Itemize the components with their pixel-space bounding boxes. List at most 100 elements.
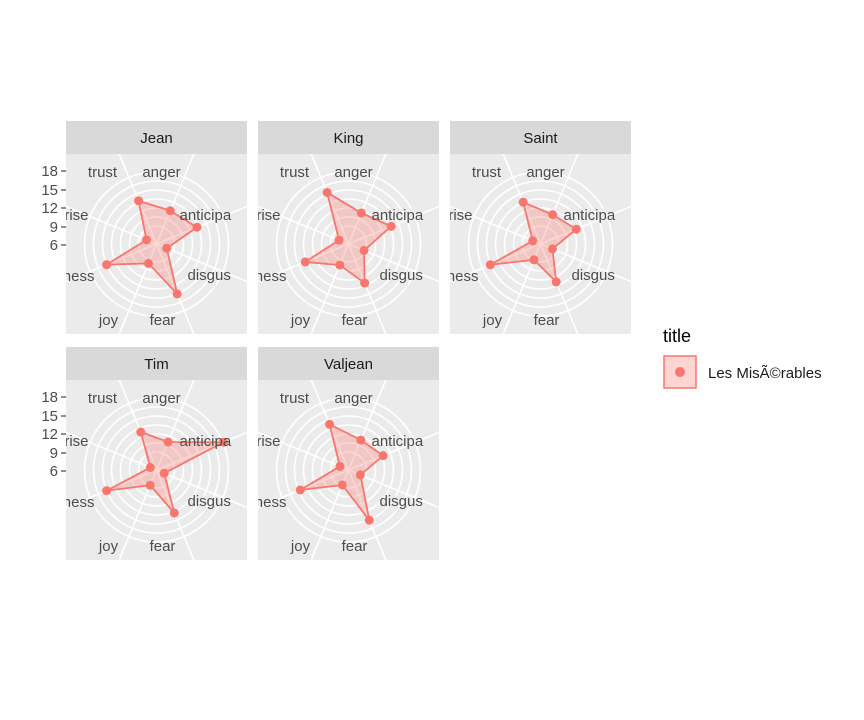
radial-gridline <box>137 451 176 489</box>
facet-strip <box>450 121 631 154</box>
radial-gridline <box>302 198 395 290</box>
data-point-sadness <box>485 260 495 270</box>
angular-gridline <box>310 469 350 560</box>
angular-gridline <box>155 380 195 471</box>
radial-gridline <box>119 207 194 281</box>
axis-label-fear: fear <box>342 312 368 329</box>
axis-label-anticipation: anticipa <box>180 207 232 224</box>
panel-plot-area: trust anger anticipa disgus fear joy dness rpri… <box>435 154 631 334</box>
data-point-sadness <box>102 486 112 496</box>
axis-label-anger: anger <box>334 164 372 181</box>
data-point-trust <box>325 419 335 429</box>
radial-gridline <box>119 433 194 507</box>
facet-panels: Jean trust anger anticipa disgus fear joy dness… <box>41 121 631 560</box>
angular-gridline <box>348 431 439 471</box>
radial-gridline <box>467 171 614 317</box>
data-point-trust <box>518 197 528 207</box>
r-tick-label: 18 <box>41 389 58 406</box>
data-point-fear <box>172 289 182 299</box>
facet-strip <box>66 347 247 380</box>
axis-label-disgust: disgus <box>380 493 423 510</box>
panel-plot-area: trust anger anticipa disgus fear joy dness rpri… <box>243 380 439 560</box>
facet-strip <box>258 347 439 380</box>
r-tick-label: 9 <box>50 445 58 462</box>
data-point-surprise <box>145 462 155 472</box>
data-point-surprise <box>334 235 344 245</box>
radial-gridline <box>83 171 230 317</box>
axis-label-surprise: rprise <box>51 433 89 450</box>
angular-gridline <box>348 469 439 509</box>
radial-gridline <box>275 397 422 543</box>
radial-gridline <box>92 406 221 534</box>
data-point-joy <box>337 480 347 490</box>
axis-label-disgust: disgus <box>380 267 423 284</box>
panel-jean: Jean trust anger anticipa disgus fear joy dness… <box>41 121 247 334</box>
axis-label-anger: anger <box>142 164 180 181</box>
radial-gridline <box>320 442 377 498</box>
axis-label-anticipation: anticipa <box>372 207 424 224</box>
angular-gridline <box>118 380 158 471</box>
data-point-anticipation <box>192 222 202 232</box>
data-point-anger <box>163 437 173 447</box>
angular-gridline <box>66 205 157 245</box>
data-point-joy <box>145 480 155 490</box>
axis-label-surprise: rprise <box>435 207 473 224</box>
angular-gridline <box>502 154 542 245</box>
axis-label-anticipation: anticipa <box>180 433 232 450</box>
data-point-sadness <box>300 257 310 267</box>
axis-label-fear: fear <box>150 312 176 329</box>
facet-strip <box>258 121 439 154</box>
data-point-joy <box>529 255 539 265</box>
r-tick-label: 6 <box>50 463 58 480</box>
data-point-sadness <box>102 260 112 270</box>
angular-gridline <box>539 154 579 245</box>
facet-strip-label: King <box>333 130 363 147</box>
panel-plot-area: trust anger anticipa disgus fear joy dness rpri… <box>51 380 247 560</box>
r-tick-label: 15 <box>41 182 58 199</box>
angular-gridline <box>155 243 195 334</box>
radial-gridline <box>494 198 587 290</box>
axis-label-disgust: disgus <box>188 493 231 510</box>
axis-label-trust: trust <box>472 164 502 181</box>
axis-label-joy: joy <box>98 538 119 555</box>
data-point-fear <box>551 277 561 287</box>
data-point-sadness <box>295 485 305 495</box>
radial-gridline <box>302 424 395 516</box>
legend: title Les MisÃ©rables <box>663 326 822 389</box>
angular-gridline <box>66 469 157 509</box>
data-point-anticipation <box>386 221 396 231</box>
angular-gridline <box>156 205 247 245</box>
axis-label-joy: joy <box>290 312 311 329</box>
angular-gridline <box>66 431 157 471</box>
axis-label-anger: anger <box>526 164 564 181</box>
angular-gridline <box>258 243 349 283</box>
radial-gridline <box>311 207 386 281</box>
data-point-disgust <box>547 244 557 254</box>
radial-gridline <box>284 406 413 534</box>
facet-strip <box>66 121 247 154</box>
radial-gridline <box>329 225 368 263</box>
data-point-trust <box>136 427 146 437</box>
angular-gridline <box>347 380 387 471</box>
angular-gridline <box>118 154 158 245</box>
r-tick-label: 6 <box>50 237 58 254</box>
panel-saint: Saint trust anger anticipa disgus fear joy dnes… <box>435 121 631 334</box>
axis-label-surprise: rprise <box>243 433 281 450</box>
data-point-disgust <box>355 470 365 480</box>
angular-gridline <box>156 243 247 283</box>
angular-gridline <box>348 243 439 283</box>
legend-title: title <box>663 326 691 346</box>
radial-gridline <box>101 189 212 299</box>
data-point-fear <box>364 515 374 525</box>
legend-key-point <box>675 367 685 377</box>
angular-gridline <box>540 205 631 245</box>
angular-gridline <box>66 243 157 283</box>
r-tick-label: 9 <box>50 219 58 236</box>
axis-label-surprise: rprise <box>243 207 281 224</box>
axis-label-trust: trust <box>280 390 310 407</box>
angular-gridline <box>347 243 387 334</box>
radial-gridline <box>476 180 605 308</box>
r-tick-label: 12 <box>41 200 58 217</box>
data-point-surprise <box>335 461 345 471</box>
axis-label-fear: fear <box>534 312 560 329</box>
